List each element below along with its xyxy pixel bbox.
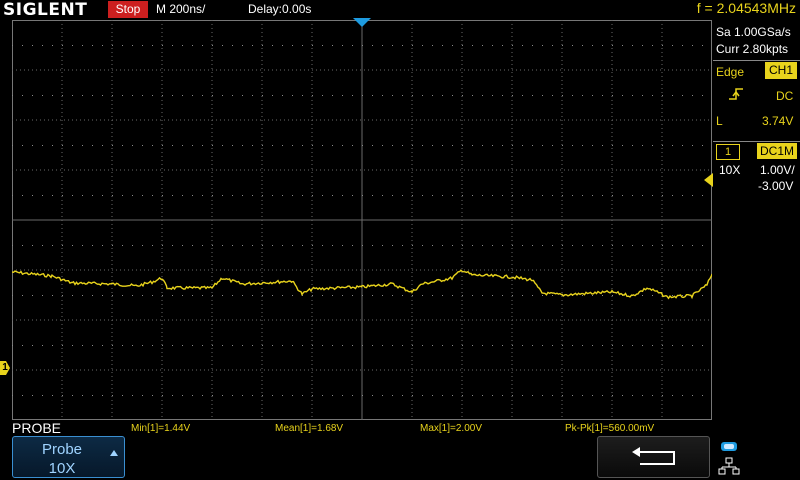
measurement-pkpk: Pk-Pk[1]=560.00mV <box>565 423 655 434</box>
trigger-level-icon[interactable] <box>704 173 713 187</box>
ch1-waveform-trace <box>12 269 712 300</box>
channel-number: 1 <box>716 144 740 160</box>
brand-logo: SIGLENT <box>3 0 88 20</box>
run-stop-status[interactable]: Stop <box>108 1 148 18</box>
channel-coupling-badge: DC1M <box>757 143 797 159</box>
channel-probe-ratio: 10X <box>719 163 741 177</box>
trigger-mode: L <box>716 114 723 128</box>
trigger-coupling: DC <box>776 89 794 103</box>
measurement-min: Min[1]=1.44V <box>131 423 191 434</box>
delay-readout[interactable]: Delay:0.00s <box>248 2 312 16</box>
right-info-panel <box>713 20 800 420</box>
trigger-position-icon[interactable] <box>353 18 371 28</box>
trigger-level-value: 3.74V <box>762 114 794 128</box>
frequency-readout: f = 2.04543MHz <box>696 0 796 16</box>
rising-edge-icon <box>729 88 743 100</box>
channel-offset: -3.00V <box>758 179 794 193</box>
return-arrow-icon <box>632 447 675 465</box>
menu-title: PROBE <box>12 420 62 436</box>
channel-vertical-scale: 1.00V/ <box>760 163 795 177</box>
probe-softkey[interactable] <box>12 436 125 478</box>
usb-network-status-icon <box>718 442 740 475</box>
trigger-source-badge: CH1 <box>765 62 797 79</box>
trigger-type: Edge <box>716 65 745 79</box>
ch1-offset-marker[interactable]: 1 <box>0 361 10 375</box>
probe-softkey-label: Probe <box>41 441 83 458</box>
measurement-mean: Mean[1]=1.68V <box>275 423 344 434</box>
chevron-up-icon <box>110 450 118 456</box>
return-softkey[interactable] <box>597 436 710 478</box>
measurement-max: Max[1]=2.00V <box>420 423 482 434</box>
waveform-grid[interactable] <box>12 20 712 420</box>
probe-softkey-value: 10X <box>48 460 76 477</box>
timebase-readout[interactable]: M 200ns/ <box>156 2 206 16</box>
sample-rate: Sa 1.00GSa/s <box>716 25 791 39</box>
current-points: Curr 2.80kpts <box>716 42 789 56</box>
trigger-info-box[interactable] <box>713 60 800 142</box>
top-status-bar <box>0 0 800 20</box>
